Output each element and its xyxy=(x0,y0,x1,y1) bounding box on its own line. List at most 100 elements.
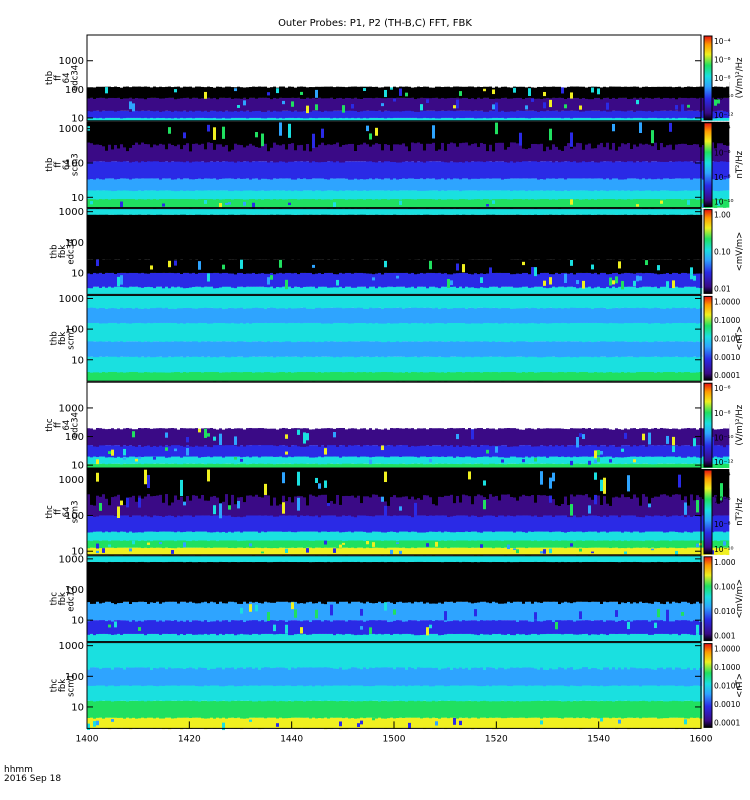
spectrogram-cell xyxy=(516,214,520,260)
spectrogram-cell xyxy=(210,201,213,207)
spectrogram-cell xyxy=(213,109,217,118)
spectrogram-cell xyxy=(483,142,487,163)
spectrogram-cell xyxy=(375,117,379,121)
spectrogram-cell xyxy=(369,295,373,308)
spectrogram-cell xyxy=(147,443,151,457)
spectrogram-cell xyxy=(573,82,577,98)
spectrogram-cell xyxy=(612,320,616,342)
spectrogram-cell xyxy=(657,286,661,295)
spectrogram-cell xyxy=(153,97,157,112)
spectrogram-cell xyxy=(663,295,667,309)
spectrogram-cell xyxy=(507,295,511,309)
spectrogram-cell xyxy=(522,157,526,179)
spectrogram-cell xyxy=(672,286,676,295)
spectrogram-cell xyxy=(687,86,691,99)
spectrogram-cell xyxy=(366,117,370,121)
spectrogram-cell xyxy=(486,204,489,207)
spectrogram-cell xyxy=(210,354,214,373)
spectrogram-cell xyxy=(300,91,303,95)
spectrogram-panel: 100010010thbfbkscm11.00000.10000.01000.0… xyxy=(50,294,745,382)
spectrogram-cell xyxy=(480,110,484,119)
spectrogram-cell xyxy=(285,190,289,200)
spectrogram-cell xyxy=(246,341,250,358)
spectrogram-cell xyxy=(678,158,682,179)
spectrogram-cell xyxy=(585,86,589,99)
spectrogram-cell xyxy=(219,203,222,209)
spectrogram-cell xyxy=(651,142,655,162)
spectrogram-cell xyxy=(606,196,610,208)
spectrogram-cell xyxy=(183,320,187,342)
spectrogram-cell xyxy=(402,158,406,179)
spectrogram-cell xyxy=(144,214,148,260)
spectrogram-cell xyxy=(399,254,403,273)
spectrogram-cell xyxy=(249,142,253,163)
spectrogram-cell xyxy=(324,371,328,382)
spectrogram-cell xyxy=(480,208,484,215)
spectrogram-cell xyxy=(108,190,112,200)
spectrogram-cell xyxy=(255,160,259,179)
spectrogram-cell xyxy=(132,382,136,430)
spectrogram-cell xyxy=(117,276,120,287)
spectrogram-cell xyxy=(171,35,175,88)
spectrogram-cell xyxy=(375,208,379,215)
spectrogram-cell xyxy=(693,188,697,200)
spectrogram-cell xyxy=(111,456,115,464)
spectrogram-cell xyxy=(525,196,529,208)
spectrogram-cell xyxy=(552,286,556,295)
spectrogram-cell xyxy=(354,341,358,358)
spectrogram-cell xyxy=(534,307,538,324)
spectrogram-cell xyxy=(156,197,160,208)
spectrogram-cell xyxy=(324,197,328,208)
spectrogram-cell xyxy=(309,121,313,152)
spectrogram-cell xyxy=(582,286,586,295)
spectrogram-cell xyxy=(387,117,391,121)
spectrogram-cell xyxy=(348,140,352,162)
spectrogram-cell xyxy=(582,109,586,118)
spectrogram-cell xyxy=(222,295,226,310)
spectrogram-cell xyxy=(243,322,247,342)
spectrogram-cell xyxy=(306,322,310,342)
spectrogram-cell xyxy=(588,258,592,273)
spectrogram-cell xyxy=(216,138,220,162)
spectrogram-cell xyxy=(327,110,331,118)
spectrogram-cell xyxy=(285,121,289,150)
spectrogram-cell xyxy=(426,371,430,382)
spectrogram-cell xyxy=(585,340,589,357)
spectrogram-cell xyxy=(522,339,526,357)
spectrogram-cell xyxy=(519,259,523,274)
spectrogram-cell xyxy=(678,355,682,373)
spectrogram-cell xyxy=(267,259,271,274)
spectrogram-cell xyxy=(630,117,634,121)
spectrogram-cell xyxy=(360,321,364,342)
spectrogram-cell xyxy=(567,307,571,324)
spectrogram-cell xyxy=(693,83,697,98)
spectrogram-cell xyxy=(411,161,415,179)
spectrogram-cell xyxy=(612,117,616,121)
spectrogram-cell xyxy=(210,86,214,99)
spectrogram-cell xyxy=(315,272,319,289)
spectrogram-cell xyxy=(204,91,207,99)
spectrogram-cell xyxy=(420,256,424,273)
spectrogram-cell xyxy=(483,176,487,191)
spectrogram-cell xyxy=(648,196,652,208)
spectrogram-cell xyxy=(426,188,430,200)
spectrogram-cell xyxy=(351,295,355,308)
spectrogram-cell xyxy=(294,161,298,180)
spectrogram-cell xyxy=(534,270,538,287)
spectrogram-cell xyxy=(219,272,223,288)
spectrogram-cell xyxy=(210,321,214,342)
spectrogram-cell xyxy=(408,356,412,373)
spectrogram-cell xyxy=(651,259,655,274)
spectrogram-cell xyxy=(555,341,559,358)
spectrogram-cell xyxy=(198,295,202,309)
spectrogram-cell xyxy=(147,214,151,260)
spectrogram-cell xyxy=(561,255,565,273)
spectrogram-cell xyxy=(324,121,328,146)
spectrogram-cell xyxy=(390,295,394,309)
spectrogram-cell xyxy=(393,109,397,118)
spectrogram-cell xyxy=(555,161,559,179)
spectrogram-cell xyxy=(540,208,544,215)
spectrogram-cell xyxy=(144,86,148,100)
chart-title: Outer Probes: P1, P2 (TH-B,C) FFT, FBK xyxy=(278,18,472,29)
spectrogram-cell xyxy=(441,372,445,382)
